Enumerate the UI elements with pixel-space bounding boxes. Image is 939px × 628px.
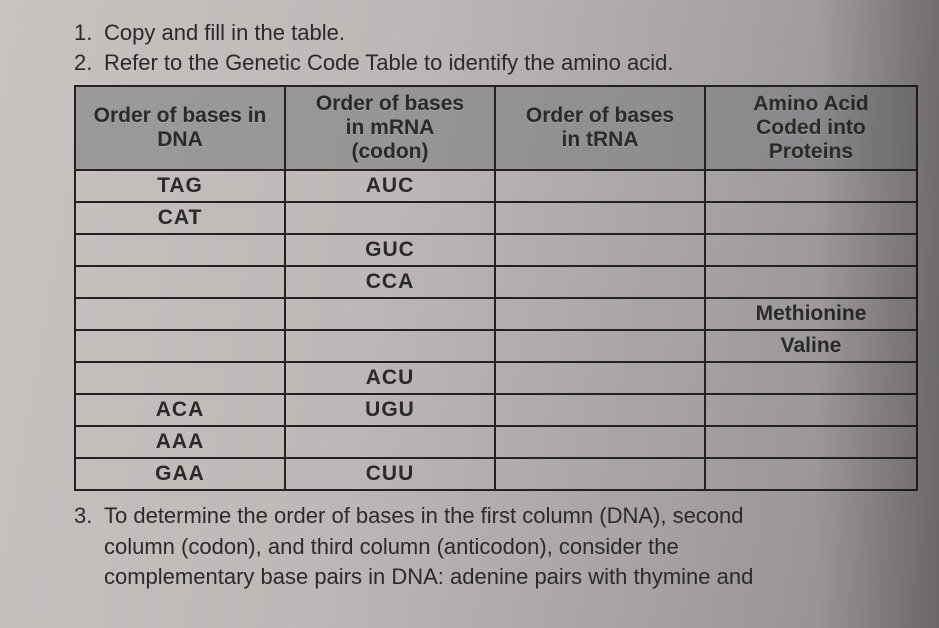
cell-dna (75, 234, 285, 266)
cell-dna: CAT (75, 202, 285, 234)
instruction-3-line1: To determine the order of bases in the f… (104, 503, 744, 528)
cell-mrna (285, 298, 495, 330)
cell-mrna (285, 202, 495, 234)
cell-amino: Valine (705, 330, 917, 362)
instruction-3-number: 3. (74, 501, 104, 592)
cell-amino: Methionine (705, 298, 917, 330)
cell-trna (495, 170, 705, 202)
col-header-amino-l1: Amino Acid (753, 93, 869, 116)
genetic-code-table: Order of bases in DNA Order of bases in … (74, 85, 918, 491)
cell-dna (75, 330, 285, 362)
cell-mrna: CUU (285, 458, 495, 490)
cell-mrna (285, 330, 495, 362)
cell-amino (705, 362, 917, 394)
cell-mrna: ACU (285, 362, 495, 394)
table-header-row: Order of bases in DNA Order of bases in … (75, 86, 917, 170)
table-row: Valine (75, 330, 917, 362)
cell-amino (705, 394, 917, 426)
instruction-3-line3: complementary base pairs in DNA: adenine… (104, 564, 753, 589)
cell-amino (705, 170, 917, 202)
col-header-mrna: Order of bases in mRNA (codon) (285, 86, 495, 170)
cell-mrna: CCA (285, 266, 495, 298)
col-header-mrna-l2: in mRNA (346, 116, 435, 139)
cell-dna: TAG (75, 170, 285, 202)
col-header-amino-l3: Proteins (769, 140, 854, 163)
cell-mrna: UGU (285, 394, 495, 426)
cell-trna (495, 298, 705, 330)
table-row: AAA (75, 426, 917, 458)
col-header-dna-text: Order of bases in DNA (94, 104, 267, 151)
col-header-mrna-l1: Order of bases (316, 92, 464, 115)
table-body: TAG AUC CAT GUC CCA (75, 170, 917, 490)
instruction-2-number: 2. (74, 48, 104, 78)
col-header-amino-l2: Coded into (756, 116, 866, 139)
table-row: ACA UGU (75, 394, 917, 426)
instruction-1-text: Copy and fill in the table. (104, 18, 345, 48)
table-row: CCA (75, 266, 917, 298)
cell-trna (495, 426, 705, 458)
cell-trna (495, 266, 705, 298)
table-row: GAA CUU (75, 458, 917, 490)
cell-mrna: AUC (285, 170, 495, 202)
cell-dna (75, 362, 285, 394)
cell-mrna (285, 426, 495, 458)
instructions-list: 1. Copy and fill in the table. 2. Refer … (74, 18, 921, 77)
col-header-amino: Amino Acid Coded into Proteins (705, 86, 917, 170)
table-row: Methionine (75, 298, 917, 330)
cell-dna (75, 266, 285, 298)
cell-dna: AAA (75, 426, 285, 458)
table-row: TAG AUC (75, 170, 917, 202)
col-header-trna-l1: Order of bases (526, 104, 674, 127)
worksheet-page: { "instructions": { "item1_num": "1.", "… (0, 0, 939, 628)
cell-dna: ACA (75, 394, 285, 426)
cell-mrna: GUC (285, 234, 495, 266)
cell-trna (495, 362, 705, 394)
cell-trna (495, 202, 705, 234)
cell-amino (705, 234, 917, 266)
cell-amino (705, 202, 917, 234)
table-row: GUC (75, 234, 917, 266)
table-row: ACU (75, 362, 917, 394)
cell-dna: GAA (75, 458, 285, 490)
col-header-mrna-l3: (codon) (352, 140, 429, 163)
cell-amino (705, 458, 917, 490)
instruction-2-text: Refer to the Genetic Code Table to ident… (104, 48, 674, 78)
cell-trna (495, 394, 705, 426)
instruction-1-number: 1. (74, 18, 104, 48)
instruction-3-line2: column (codon), and third column (antico… (104, 534, 679, 559)
instruction-3: 3. To determine the order of bases in th… (74, 501, 921, 592)
cell-trna (495, 234, 705, 266)
col-header-trna: Order of bases in tRNA (495, 86, 705, 170)
col-header-dna: Order of bases in DNA (75, 86, 285, 170)
cell-amino (705, 426, 917, 458)
cell-trna (495, 458, 705, 490)
col-header-trna-l2: in tRNA (562, 128, 639, 151)
cell-trna (495, 330, 705, 362)
table-row: CAT (75, 202, 917, 234)
cell-amino (705, 266, 917, 298)
instruction-2: 2. Refer to the Genetic Code Table to id… (74, 48, 921, 78)
instruction-1: 1. Copy and fill in the table. (74, 18, 921, 48)
cell-dna (75, 298, 285, 330)
